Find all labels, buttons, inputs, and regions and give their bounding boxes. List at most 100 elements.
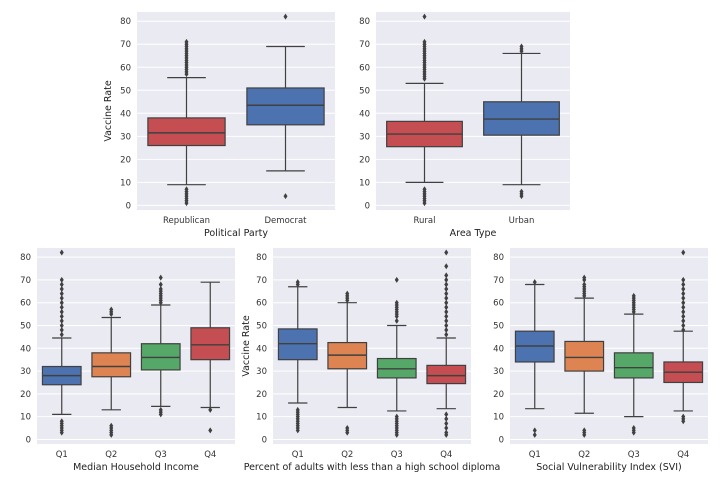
outlier-point: [59, 281, 64, 288]
outlier-point: [444, 249, 449, 256]
outlier-point: [532, 427, 537, 434]
outlier-point: [283, 193, 288, 200]
outlier-point: [59, 418, 64, 425]
y-tick-label: 60: [256, 299, 267, 309]
box-q3: [613, 292, 654, 436]
outlier-point: [444, 331, 449, 338]
outlier-point: [59, 276, 64, 283]
y-tick-label: 80: [493, 253, 504, 263]
y-tick-label: 0: [126, 201, 131, 211]
outlier-point: [394, 317, 399, 324]
box-republican: [147, 38, 226, 207]
outlier-point: [444, 415, 449, 422]
y-tick-label: 50: [256, 321, 267, 331]
x-axis-label: Political Party: [204, 228, 268, 239]
x-axis-label: Percent of adults with less than a high …: [244, 462, 501, 473]
outlier-point: [444, 286, 449, 293]
outlier-point: [184, 186, 189, 193]
outlier-point: [283, 13, 288, 20]
outlier-point: [681, 304, 686, 311]
y-tick-label: 20: [493, 390, 504, 400]
outlier-point: [681, 308, 686, 315]
y-tick-label: 20: [20, 390, 31, 400]
outlier-point: [681, 249, 686, 256]
y-tick-label: 80: [359, 17, 370, 27]
y-tick-label: 80: [120, 17, 131, 27]
x-axis-label: Social Vulnerability Index (SVI): [536, 462, 682, 473]
panel-2: 0 10 20 30 40 50 60 70 80 Rural Urban Area Type: [359, 12, 570, 239]
y-tick-label: 40: [120, 109, 131, 119]
outlier-point: [208, 406, 213, 413]
x-tick-label: Q3: [628, 450, 640, 460]
panel-1: 0 10 20 30 40 50 60 70 80 Republican Democrat Polit…: [103, 12, 335, 239]
outlier-point: [59, 286, 64, 293]
box-rural: [386, 13, 463, 207]
x-axis-label: Area Type: [450, 228, 497, 239]
outlier-point: [681, 313, 686, 320]
outlier-point: [681, 290, 686, 297]
box-body: [246, 87, 325, 126]
x-tick-label: Republican: [163, 216, 210, 226]
box-body: [613, 352, 654, 379]
outlier-point: [444, 327, 449, 334]
box-q4: [663, 249, 704, 425]
y-tick-label: 50: [20, 321, 31, 331]
outlier-point: [59, 308, 64, 315]
x-tick-label: Q3: [155, 450, 167, 460]
y-tick-label: 20: [256, 390, 267, 400]
box-body: [190, 327, 231, 361]
x-tick-label: Q4: [677, 450, 689, 460]
box-q3: [140, 274, 181, 418]
x-tick-label: Rural: [414, 216, 436, 226]
box-q1: [514, 279, 555, 438]
outlier-point: [345, 425, 350, 432]
y-tick-label: 40: [359, 109, 370, 119]
x-tick-label: Q4: [204, 450, 216, 460]
outlier-point: [158, 406, 163, 413]
y-tick-label: 70: [493, 276, 504, 286]
x-axis-label: Median Household Income: [73, 462, 199, 473]
outlier-point: [59, 331, 64, 338]
x-tick-label: Q4: [440, 450, 452, 460]
y-tick-label: 0: [26, 435, 31, 445]
y-tick-label: 10: [256, 413, 267, 423]
outlier-point: [158, 281, 163, 288]
y-tick-label: 20: [359, 155, 370, 165]
y-tick-label: 50: [120, 86, 131, 96]
x-tick-label: Q1: [292, 450, 304, 460]
outlier-point: [631, 425, 636, 432]
x-tick-label: Democrat: [265, 216, 308, 226]
outlier-point: [394, 276, 399, 283]
y-tick-label: 70: [359, 40, 370, 50]
y-tick-label: 60: [359, 63, 370, 73]
outlier-point: [681, 281, 686, 288]
outlier-point: [422, 13, 427, 20]
outlier-point: [681, 413, 686, 420]
outlier-point: [59, 313, 64, 320]
outlier-point: [394, 299, 399, 306]
x-tick-label: Q2: [105, 450, 117, 460]
outlier-point: [59, 249, 64, 256]
y-tick-label: 20: [120, 155, 131, 165]
outlier-point: [681, 317, 686, 324]
box-q2: [327, 290, 368, 436]
y-tick-label: 10: [359, 178, 370, 188]
outlier-point: [681, 295, 686, 302]
outlier-point: [394, 413, 399, 420]
outlier-point: [519, 43, 524, 50]
outlier-point: [59, 295, 64, 302]
y-tick-label: 10: [120, 178, 131, 188]
outlier-point: [59, 304, 64, 311]
outlier-point: [519, 188, 524, 195]
outlier-point: [444, 304, 449, 311]
box-body: [564, 340, 605, 372]
outlier-point: [59, 327, 64, 334]
outlier-point: [208, 427, 213, 434]
y-tick-label: 10: [493, 413, 504, 423]
box-q2: [564, 274, 605, 438]
outlier-point: [444, 313, 449, 320]
outlier-point: [59, 299, 64, 306]
y-tick-label: 30: [120, 132, 131, 142]
outlier-point: [109, 306, 114, 313]
